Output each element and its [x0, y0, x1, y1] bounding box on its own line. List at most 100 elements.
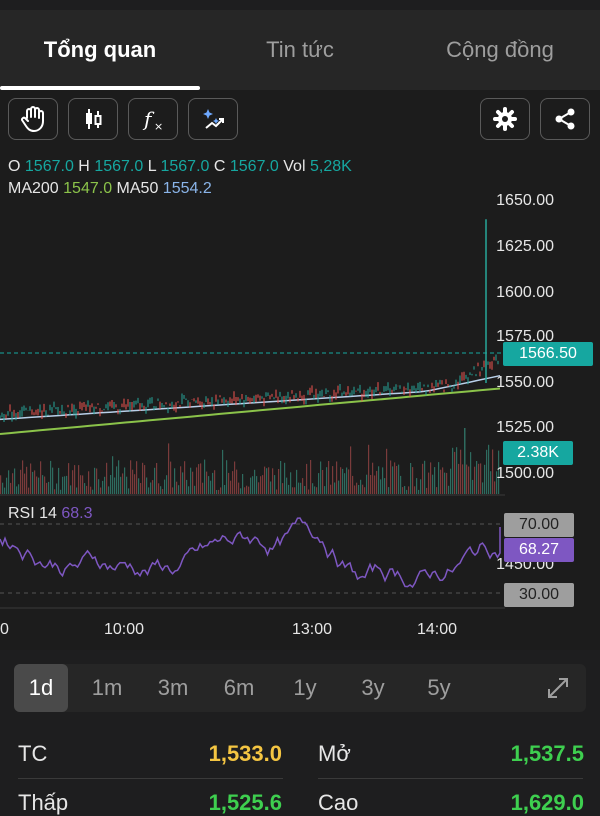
volume-bar — [456, 447, 458, 494]
volume-bar — [208, 476, 210, 494]
volume-bar — [146, 477, 148, 494]
period-selector: 1d 1m 3m 6m 1y 3y 5y — [14, 664, 586, 712]
candlestick-icon — [86, 109, 102, 129]
volume-bar — [106, 462, 108, 494]
volume-bar — [294, 487, 296, 494]
volume-bar — [198, 464, 200, 494]
volume-bar — [300, 482, 302, 494]
volume-bar — [348, 469, 350, 494]
price-tick: 1650.00 — [496, 192, 554, 209]
volume-bar — [104, 476, 106, 494]
volume-bar — [368, 444, 370, 494]
volume-bar — [338, 480, 340, 494]
volume-bar — [82, 475, 84, 494]
volume-bar — [270, 481, 272, 494]
volume-bar — [144, 465, 146, 494]
volume-bar — [78, 465, 80, 494]
volume-bar — [8, 470, 10, 494]
ma200-line — [0, 387, 501, 435]
volume-bar — [192, 471, 194, 494]
volume-bar — [122, 473, 124, 494]
volume-bar — [268, 467, 270, 494]
volume-bar — [50, 460, 52, 494]
ohlc-legend: O 1567.0 H 1567.0 L 1567.0 C 1567.0 Vol … — [8, 158, 352, 176]
settings-button[interactable] — [480, 98, 530, 140]
volume-bar — [34, 470, 36, 494]
tab-community[interactable]: Cộng đồng — [446, 37, 554, 62]
volume-bar — [220, 487, 222, 494]
volume-bar — [298, 482, 300, 494]
volume-bar — [330, 484, 332, 494]
volume-bar — [308, 489, 310, 494]
volume-bar — [226, 460, 228, 494]
volume-bar — [108, 486, 110, 494]
volume-bar — [68, 463, 70, 494]
volume-bar — [306, 463, 308, 494]
chart-area[interactable] — [0, 90, 600, 650]
tab-news[interactable]: Tin tức — [266, 37, 334, 62]
time-tick: 13:00 — [292, 621, 333, 638]
volume-bar — [218, 489, 220, 494]
volume-bar — [194, 485, 196, 494]
share-icon — [555, 108, 575, 130]
hand-tool-button[interactable] — [8, 98, 58, 140]
volume-bar — [342, 468, 344, 494]
volume-bar — [30, 463, 32, 494]
volume-bar — [166, 475, 168, 494]
volume-bar — [42, 475, 44, 494]
ma200-label: MA200 — [8, 180, 59, 197]
volume-bar — [458, 463, 460, 494]
volume-bar — [134, 474, 136, 494]
volume-bar — [290, 472, 292, 494]
volume-bar — [86, 485, 88, 494]
volume-bar — [148, 487, 150, 494]
volume-bar — [6, 477, 8, 494]
period-3m[interactable]: 3m — [157, 675, 189, 700]
ma50-line — [0, 374, 501, 421]
price-chart[interactable] — [0, 90, 600, 650]
hand-icon — [21, 106, 44, 132]
thap-value: 1,525.6 — [208, 790, 282, 815]
volume-bar — [382, 467, 384, 494]
high-value: 1567.0 — [94, 158, 144, 175]
candlestick-button[interactable] — [68, 98, 118, 140]
stats-panel: TC 1,533.0 Mở 1,537.5 Thấp 1,525.6 Cao 1… — [0, 720, 600, 815]
volume-bar — [292, 487, 294, 494]
volume-bar — [14, 468, 16, 494]
period-6m[interactable]: 6m — [223, 675, 255, 700]
volume-bar — [76, 487, 78, 494]
volume-bar — [364, 487, 366, 494]
volume-bar — [390, 460, 392, 494]
expand-button[interactable] — [544, 674, 572, 702]
volume-bar — [88, 471, 90, 494]
volume-bar — [366, 474, 368, 494]
volume-bar — [98, 479, 100, 494]
volume-bar — [232, 471, 234, 494]
volume-bar — [370, 475, 372, 494]
volume-bar — [378, 466, 380, 494]
volume-bar — [186, 479, 188, 494]
volume-bar — [414, 486, 416, 494]
period-5y[interactable]: 5y — [427, 675, 451, 700]
period-1m[interactable]: 1m — [91, 675, 123, 700]
volume-bar — [322, 470, 324, 494]
volume-bar — [56, 483, 58, 494]
volume-bar — [174, 468, 176, 494]
volume-bar — [196, 467, 198, 494]
indicator-button[interactable]: f × — [128, 98, 178, 140]
rsi-value: 68.3 — [61, 505, 93, 522]
volume-bar — [102, 480, 104, 494]
period-3y[interactable]: 3y — [361, 675, 385, 700]
period-1d[interactable]: 1d — [14, 664, 68, 712]
volume-bar — [164, 479, 166, 494]
share-button[interactable] — [540, 98, 590, 140]
period-1y[interactable]: 1y — [293, 675, 317, 700]
volume-bar — [38, 477, 40, 494]
volume-bar — [442, 467, 444, 494]
tab-overview[interactable]: Tổng quan — [0, 10, 200, 90]
mo-label: Mở — [318, 741, 351, 766]
volume-bar — [230, 480, 232, 494]
drawing-tools-button[interactable] — [188, 98, 238, 140]
volume-bar — [256, 476, 258, 494]
volume-bar — [352, 475, 354, 494]
